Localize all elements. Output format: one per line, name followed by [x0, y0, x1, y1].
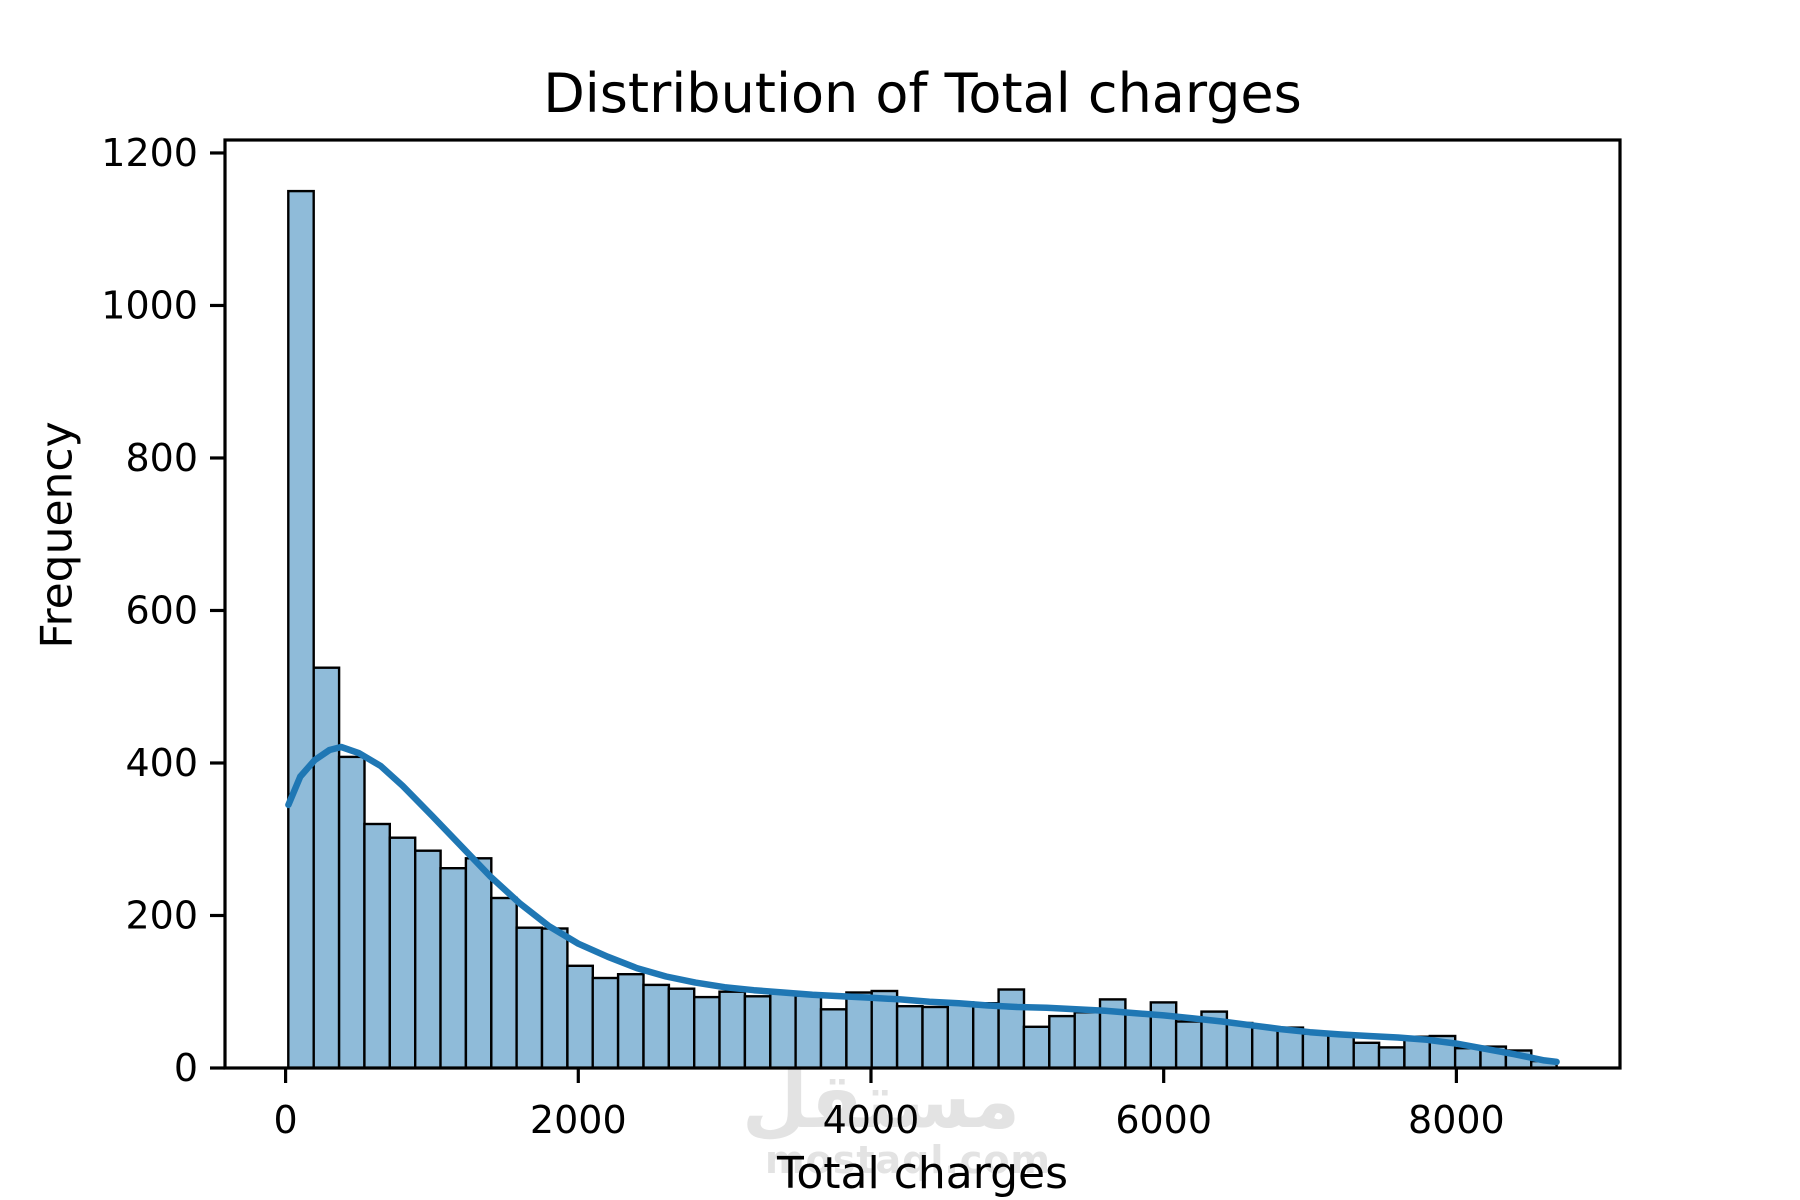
histogram-bar: [414, 849, 442, 1070]
y-tick-label: 400: [125, 741, 198, 785]
chart-title: Distribution of Total charges: [543, 62, 1302, 125]
y-tick-label: 800: [125, 436, 198, 480]
histogram-bar: [1073, 1011, 1102, 1070]
mostaql-site-watermark: mostaql.com: [765, 1138, 1052, 1182]
y-tick-label: 1000: [101, 283, 198, 327]
y-tick-label: 600: [125, 588, 198, 632]
histogram-bar: [1377, 1046, 1406, 1070]
histogram-bar: [312, 666, 341, 1070]
x-axis-label: Total charges: [776, 1148, 1069, 1199]
histogram-bar: [1250, 1026, 1279, 1070]
histogram-bar: [287, 189, 315, 1070]
x-tick-label: 6000: [1115, 1098, 1212, 1142]
x-tick-label: 0: [273, 1098, 297, 1142]
axes-spines: [223, 138, 1622, 1070]
y-tick-label: 1200: [101, 131, 198, 175]
histogram-bar: [490, 896, 518, 1070]
histogram-bar: [769, 992, 797, 1070]
histogram-bar: [1352, 1041, 1381, 1070]
histogram-bar: [337, 755, 366, 1070]
y-tick-label: 200: [125, 893, 198, 937]
histogram-bar: [718, 990, 747, 1070]
histogram-bar: [591, 976, 620, 1070]
x-tick-label: 8000: [1408, 1098, 1505, 1142]
histogram-bar: [616, 973, 645, 1070]
histogram-bar: [667, 987, 696, 1070]
histogram-bar: [388, 836, 417, 1070]
histogram-bar: [439, 867, 468, 1070]
histogram-bar: [363, 822, 391, 1070]
kde-curve: [285, 743, 1560, 1066]
histogram-bar: [693, 995, 721, 1070]
histogram-bar: [1124, 1011, 1153, 1070]
histogram-bar: [566, 964, 595, 1070]
histogram-bar: [1327, 1032, 1355, 1070]
histogram-bar: [794, 994, 823, 1070]
histogram-bar: [1301, 1032, 1330, 1070]
histogram-bar: [1022, 1025, 1051, 1070]
histogram-bar: [743, 995, 772, 1070]
x-tick-label: 2000: [530, 1098, 627, 1142]
histogram-bar: [921, 1005, 950, 1070]
histogram-bar: [946, 1001, 975, 1070]
histogram-bar: [1174, 1020, 1203, 1070]
mostaql-logo-watermark: مستقل: [742, 1056, 1020, 1145]
y-tick-label: 0: [174, 1046, 198, 1090]
x-tick-label: 4000: [823, 1098, 920, 1142]
histogram-bar: [515, 926, 544, 1070]
histogram-bar: [642, 983, 671, 1070]
y-axis-label: Frequency: [31, 421, 83, 649]
histogram-bar: [972, 1002, 1000, 1070]
histogram-bar: [895, 1005, 924, 1070]
histogram-bar: [540, 927, 569, 1070]
histogram-bar: [464, 857, 493, 1070]
histogram-bar: [1048, 1014, 1076, 1070]
histogram-bar: [845, 991, 874, 1070]
histogram-bar: [819, 1008, 848, 1070]
histogram-bar: [1225, 1021, 1254, 1070]
histogram-bar: [1453, 1046, 1482, 1070]
histogram-bar: [870, 989, 899, 1070]
histogram-bar: [997, 988, 1026, 1070]
